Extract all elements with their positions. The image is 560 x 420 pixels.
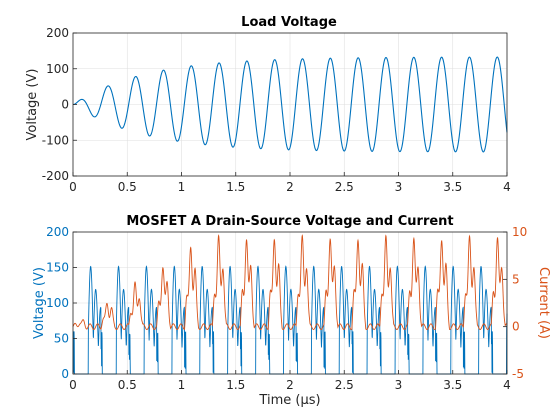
x-tick-label: 2.5 (335, 378, 354, 392)
x-tick-label: 3 (395, 378, 403, 392)
right-y-tick-label: 10 (512, 225, 527, 239)
x-tick-label: 1 (178, 378, 186, 392)
x-tick-label: 3.5 (443, 378, 462, 392)
y-tick-label: -200 (42, 169, 69, 183)
bottom-left-y-axis-label: Voltage (V) (32, 267, 47, 339)
mosfet-plot: MOSFET A Drain-Source Voltage and Curren… (32, 214, 551, 408)
top-y-axis-label: Voltage (V) (25, 69, 40, 141)
bottom-x-axis-label: Time (μs) (258, 393, 320, 408)
y-tick-label: 0 (61, 367, 69, 381)
load-voltage-plot: Load Voltage 0 0.5 1 1.5 2 2.5 3 3.5 4 -200 -100 0… (25, 15, 511, 194)
x-tick-label: 0.5 (118, 180, 137, 194)
y-tick-label: 0 (61, 98, 69, 112)
right-y-tick-label: 0 (512, 320, 520, 334)
x-tick-label: 1 (178, 180, 186, 194)
y-tick-label: 200 (46, 26, 69, 40)
y-tick-label: 150 (46, 261, 69, 275)
x-tick-label: 1.5 (226, 180, 245, 194)
y-tick-label: 200 (46, 225, 69, 239)
y-tick-label: 100 (46, 62, 69, 76)
x-tick-label: 3.5 (443, 180, 462, 194)
drain-source-voltage-series (72, 265, 508, 375)
x-tick-label: 4 (503, 378, 511, 392)
x-tick-label: 0 (69, 180, 77, 194)
x-tick-label: 3 (395, 180, 403, 194)
bottom-right-y-axis-label: Current (A) (536, 267, 551, 339)
x-tick-label: 0.5 (118, 378, 137, 392)
load-voltage-series (72, 56, 508, 153)
y-tick-label: 50 (54, 332, 69, 346)
drain-current-series (72, 234, 508, 331)
x-tick-label: 2 (286, 180, 294, 194)
y-tick-label: -100 (42, 133, 69, 147)
y-tick-label: 100 (46, 296, 69, 310)
x-tick-label: 0 (69, 378, 77, 392)
top-chart-title: Load Voltage (241, 15, 337, 30)
bottom-chart-title: MOSFET A Drain-Source Voltage and Curren… (126, 214, 453, 229)
x-tick-label: 4 (503, 180, 511, 194)
x-tick-label: 1.5 (226, 378, 245, 392)
x-tick-label: 2 (286, 378, 294, 392)
x-tick-label: 2.5 (335, 180, 354, 194)
right-y-tick-label: -5 (512, 367, 524, 381)
right-y-tick-label: 5 (512, 272, 520, 286)
